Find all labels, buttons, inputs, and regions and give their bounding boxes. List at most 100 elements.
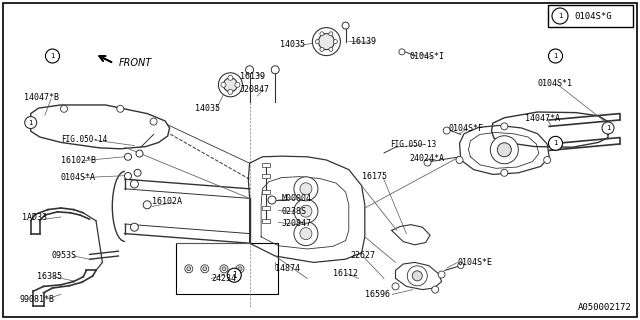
- Text: 0104S*E: 0104S*E: [458, 258, 493, 267]
- Text: 16175: 16175: [362, 172, 387, 180]
- Circle shape: [438, 271, 445, 278]
- Circle shape: [300, 183, 312, 195]
- Circle shape: [432, 286, 438, 293]
- Circle shape: [320, 32, 324, 36]
- Text: 24234: 24234: [211, 274, 236, 283]
- Text: 14047*A: 14047*A: [525, 114, 560, 123]
- Circle shape: [300, 228, 312, 240]
- Circle shape: [458, 263, 464, 268]
- Text: 0104S*I: 0104S*I: [410, 52, 445, 60]
- Text: 16139: 16139: [240, 72, 265, 81]
- Text: 16385: 16385: [37, 272, 62, 281]
- Text: A050002172: A050002172: [579, 303, 632, 312]
- Text: 1: 1: [553, 140, 558, 146]
- Text: 1: 1: [557, 13, 563, 19]
- Circle shape: [294, 221, 318, 246]
- Circle shape: [246, 66, 253, 74]
- Text: 0238S: 0238S: [282, 207, 307, 216]
- Circle shape: [548, 136, 563, 150]
- Circle shape: [185, 265, 193, 273]
- Text: 1: 1: [28, 120, 33, 125]
- Text: 0104S*1: 0104S*1: [538, 79, 573, 88]
- Circle shape: [228, 75, 233, 80]
- Circle shape: [271, 66, 279, 74]
- Circle shape: [223, 78, 237, 92]
- Circle shape: [497, 143, 511, 157]
- Circle shape: [220, 265, 228, 273]
- Circle shape: [392, 283, 399, 290]
- Text: 22627: 22627: [351, 252, 376, 260]
- Text: 16139: 16139: [351, 37, 376, 46]
- Circle shape: [136, 150, 143, 157]
- Bar: [548, 5, 633, 27]
- Circle shape: [548, 49, 563, 63]
- Circle shape: [25, 116, 36, 129]
- Text: 1: 1: [50, 53, 55, 59]
- Circle shape: [227, 268, 241, 282]
- Circle shape: [238, 267, 242, 271]
- Circle shape: [342, 22, 349, 29]
- Circle shape: [412, 271, 422, 281]
- Circle shape: [235, 82, 240, 87]
- Text: 0104S*A: 0104S*A: [61, 173, 96, 182]
- Circle shape: [424, 159, 431, 166]
- Text: 16596: 16596: [365, 290, 390, 299]
- Circle shape: [333, 40, 337, 44]
- Circle shape: [143, 201, 151, 209]
- Text: 1: 1: [553, 53, 558, 59]
- Text: FIG.050-13: FIG.050-13: [390, 140, 436, 148]
- Text: 14035: 14035: [280, 40, 305, 49]
- Circle shape: [399, 49, 405, 55]
- Circle shape: [236, 265, 244, 273]
- Text: 14047*B: 14047*B: [24, 93, 60, 102]
- Circle shape: [312, 28, 340, 56]
- Text: FRONT: FRONT: [118, 58, 152, 68]
- Bar: [262, 190, 269, 194]
- Circle shape: [150, 118, 157, 125]
- Text: 0104S*F: 0104S*F: [448, 124, 483, 132]
- Circle shape: [329, 47, 333, 52]
- Circle shape: [187, 267, 191, 271]
- Circle shape: [125, 153, 131, 160]
- Text: 16102*B: 16102*B: [61, 156, 96, 164]
- Circle shape: [117, 105, 124, 112]
- Circle shape: [501, 123, 508, 130]
- Circle shape: [61, 105, 67, 112]
- Text: FIG.050-14: FIG.050-14: [61, 135, 107, 144]
- Circle shape: [544, 156, 550, 164]
- Circle shape: [131, 180, 138, 188]
- Text: 24024*A: 24024*A: [410, 154, 445, 163]
- Text: 1: 1: [605, 125, 611, 131]
- Circle shape: [320, 47, 324, 52]
- Text: 0953S: 0953S: [51, 252, 76, 260]
- Circle shape: [228, 89, 233, 94]
- Circle shape: [602, 122, 614, 134]
- Circle shape: [45, 49, 60, 63]
- Text: 99081*B: 99081*B: [19, 295, 54, 304]
- Text: 16112: 16112: [333, 269, 358, 278]
- Circle shape: [125, 172, 131, 180]
- Circle shape: [218, 73, 243, 97]
- Circle shape: [221, 82, 226, 87]
- Bar: [262, 219, 269, 223]
- Circle shape: [131, 223, 138, 231]
- Circle shape: [329, 32, 333, 36]
- Text: 14035: 14035: [195, 104, 220, 113]
- Bar: [262, 163, 269, 167]
- Text: 1: 1: [232, 271, 237, 280]
- Bar: [262, 174, 269, 178]
- Circle shape: [501, 169, 508, 176]
- Circle shape: [444, 127, 450, 134]
- Circle shape: [552, 8, 568, 24]
- Circle shape: [294, 199, 318, 223]
- Text: J20847: J20847: [282, 220, 312, 228]
- Circle shape: [456, 156, 463, 164]
- Circle shape: [134, 169, 141, 176]
- Circle shape: [490, 136, 518, 164]
- Circle shape: [203, 267, 207, 271]
- Circle shape: [407, 266, 428, 286]
- Text: 14874: 14874: [275, 264, 300, 273]
- Text: 1AD33: 1AD33: [22, 213, 47, 222]
- Text: 0104S*G: 0104S*G: [574, 12, 612, 20]
- Circle shape: [294, 177, 318, 201]
